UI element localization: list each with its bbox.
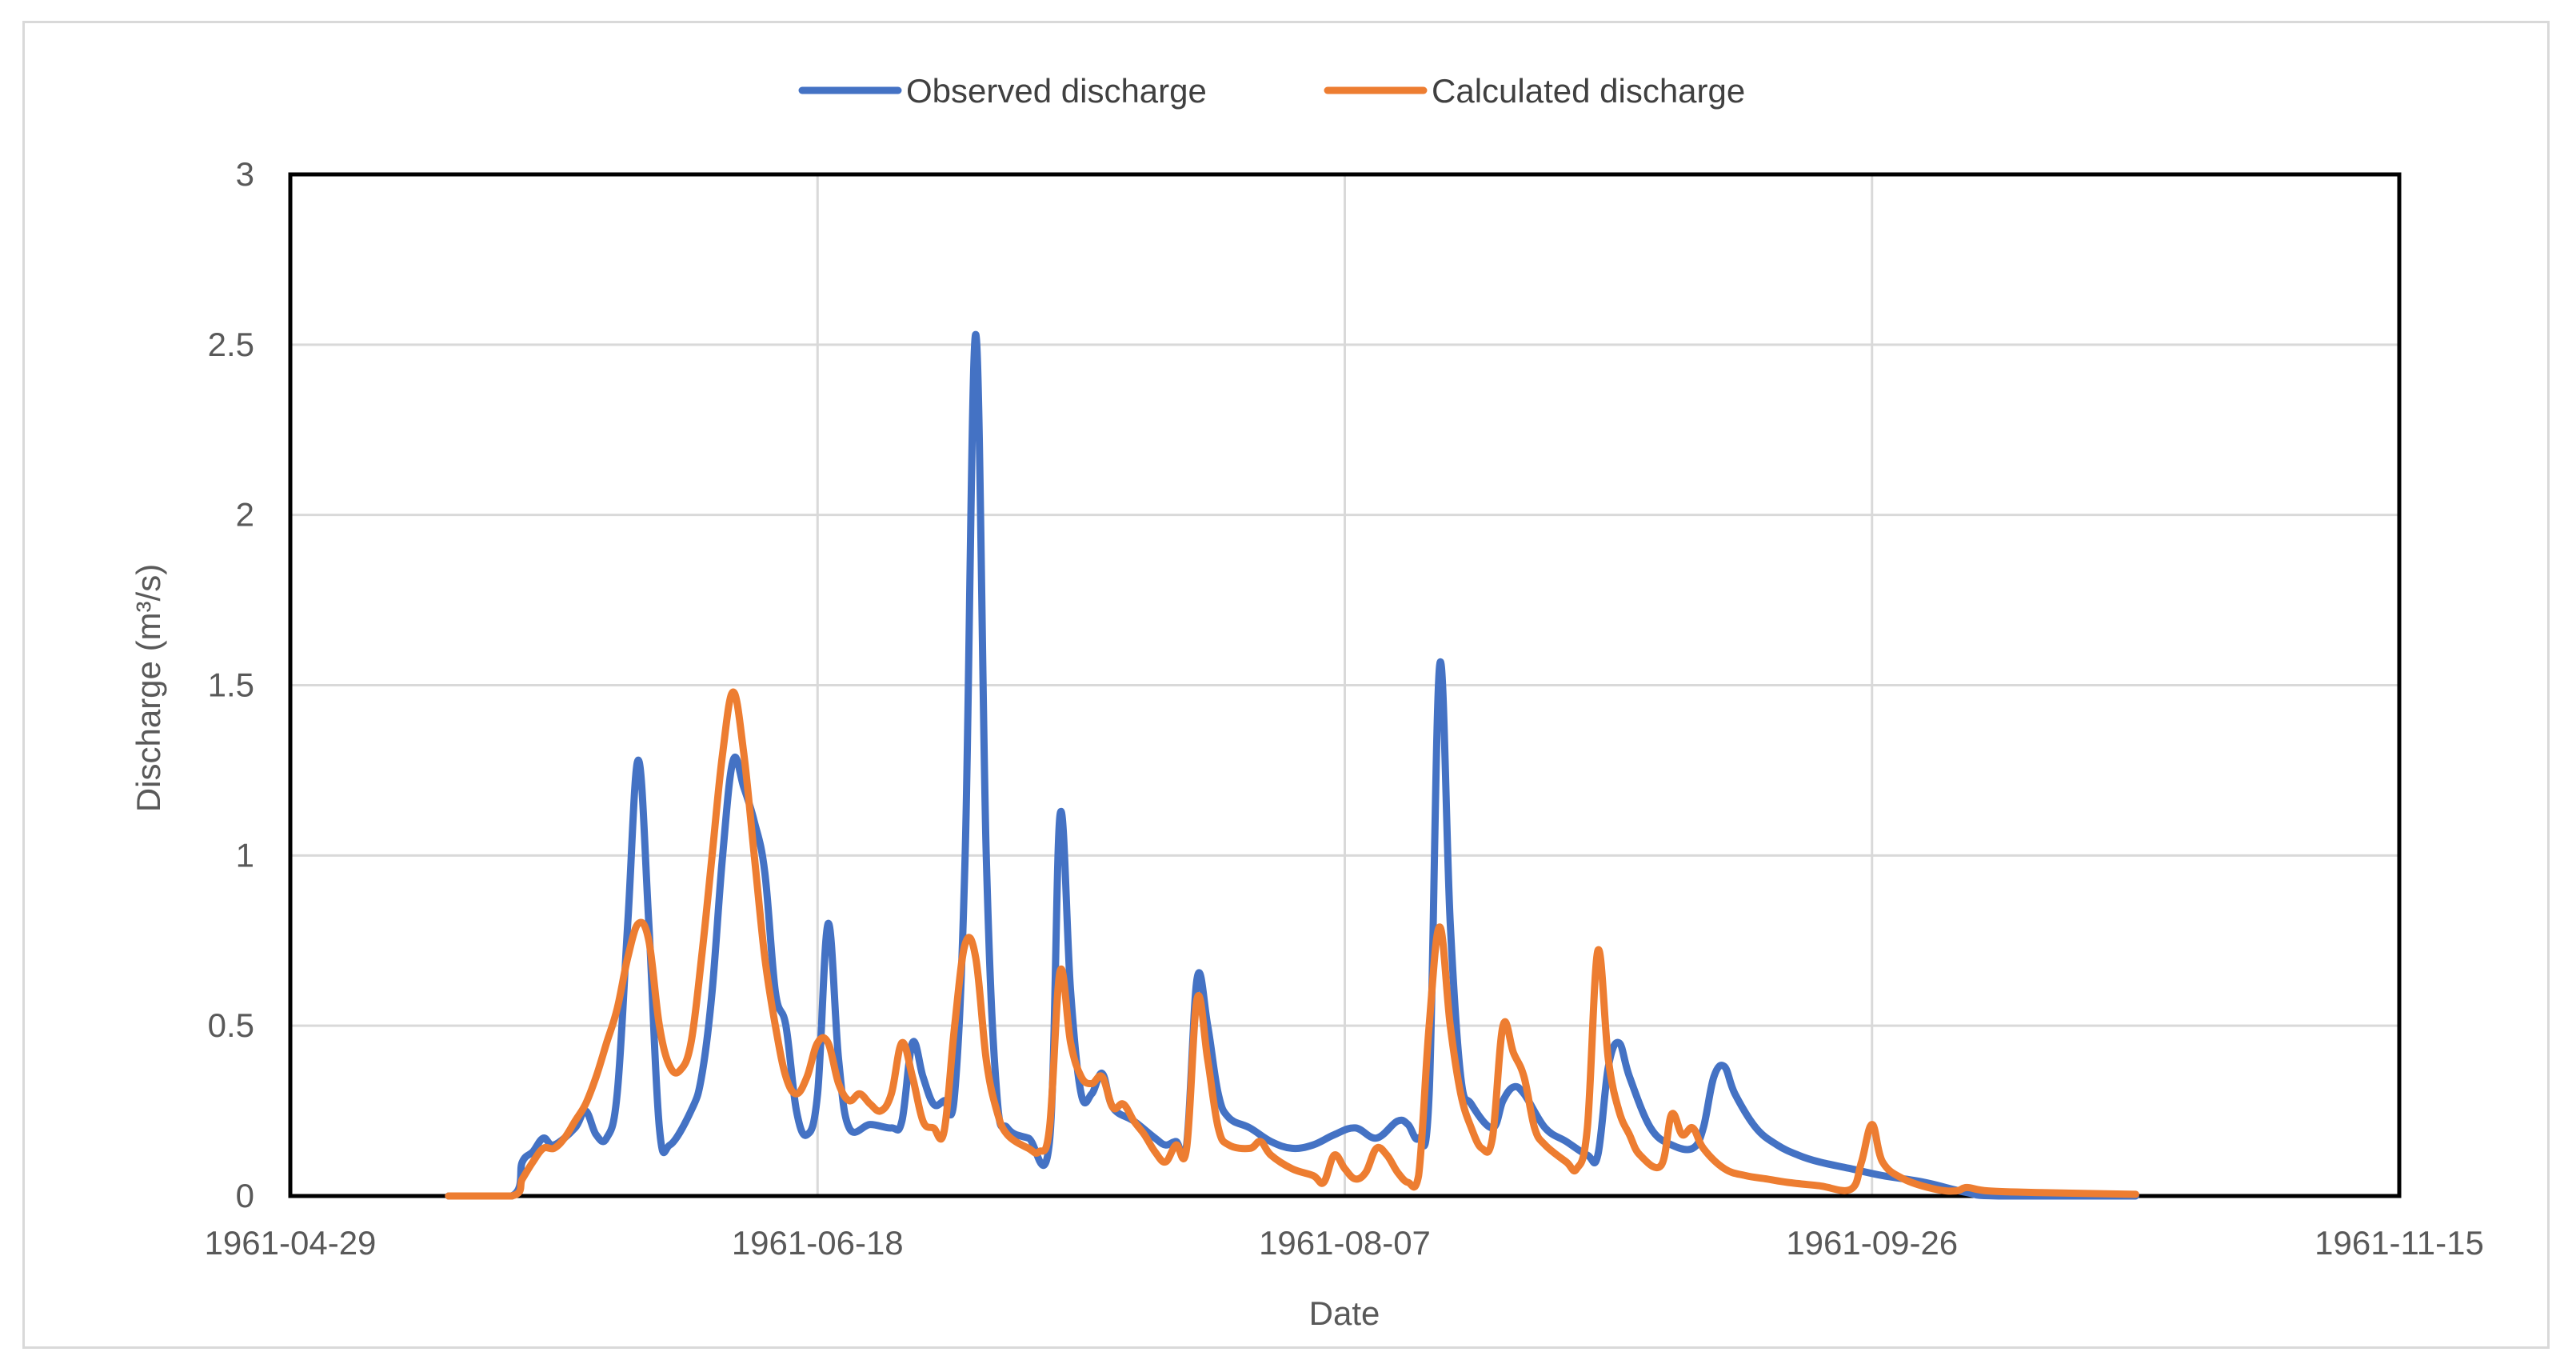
x-axis-title: Date — [1309, 1294, 1380, 1332]
y-tick-label: 2 — [236, 496, 254, 534]
y-tick-label: 1 — [236, 836, 254, 874]
series-layer — [445, 330, 2139, 1200]
observed-discharge-legend-label: Observed discharge — [906, 72, 1207, 110]
plot-area-frame — [288, 172, 2402, 1198]
x-tick-label: 1961-06-18 — [732, 1224, 904, 1262]
y-axis-ticks: 0 0.5 1 1.5 2 2.5 3 — [208, 155, 254, 1214]
y-tick-label: 0.5 — [208, 1006, 254, 1044]
x-tick-label: 1961-08-07 — [1259, 1224, 1431, 1262]
y-tick-label: 1.5 — [208, 666, 254, 704]
y-tick-label: 2.5 — [208, 326, 254, 363]
y-axis-title: Discharge (m³/s) — [130, 564, 167, 812]
legend: Observed discharge Calculated discharge — [798, 72, 1745, 110]
x-tick-label: 1961-04-29 — [205, 1224, 377, 1262]
calculated-discharge-legend-label: Calculated discharge — [1432, 72, 1745, 110]
x-tick-label: 1961-11-15 — [2314, 1224, 2484, 1262]
x-axis-ticks: 1961-04-29 1961-06-18 1961-08-07 1961-09-26… — [205, 1224, 2484, 1262]
observed-discharge-series-line — [445, 330, 2139, 1200]
plot-area-border — [288, 172, 2402, 1198]
y-tick-label: 0 — [236, 1177, 254, 1214]
y-tick-label: 3 — [236, 155, 254, 193]
calculated-discharge-series-line — [445, 688, 2139, 1200]
x-tick-label: 1961-09-26 — [1786, 1224, 1958, 1262]
